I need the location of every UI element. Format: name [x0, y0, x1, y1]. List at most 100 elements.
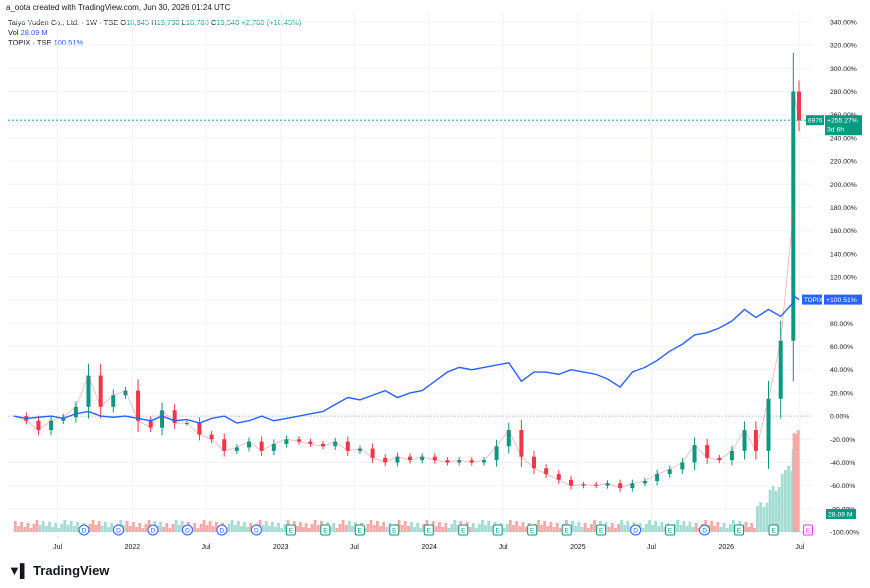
volume-bar — [125, 521, 129, 532]
volume-bar — [366, 524, 370, 532]
volume-bar — [747, 527, 751, 532]
candle-body — [481, 460, 486, 463]
volume-bar — [196, 528, 200, 532]
tradingview-logo[interactable]: ▼▌ TradingView — [8, 563, 109, 578]
volume-bar — [246, 527, 249, 532]
earnings-marker[interactable] — [665, 524, 676, 536]
volume-bar — [131, 522, 135, 532]
earnings-marker[interactable] — [596, 524, 607, 536]
volume-bar — [332, 523, 336, 532]
price-chart[interactable]: 340.00%320.00%300.00%280.00%260.00%240.0… — [0, 0, 870, 560]
y-tick-label: 120.00% — [830, 275, 857, 282]
earnings-marker[interactable] — [492, 524, 503, 536]
earnings-marker[interactable] — [803, 524, 813, 536]
candle-body — [49, 420, 54, 430]
volume-bar — [51, 527, 55, 532]
volume-bar — [787, 466, 790, 532]
volume-bar — [13, 521, 17, 532]
volume-bar — [694, 523, 698, 532]
earnings-marker[interactable] — [389, 524, 400, 536]
candle-body — [395, 456, 400, 463]
volume-bar — [107, 527, 110, 532]
legend-compare-value: 100.51% — [53, 38, 84, 47]
earnings-marker-label: E — [427, 528, 432, 535]
dividend-marker[interactable] — [181, 524, 193, 536]
earnings-marker[interactable] — [423, 524, 434, 536]
earnings-marker[interactable] — [734, 524, 745, 536]
volume-bar — [274, 527, 277, 532]
x-tick-label: Jul — [201, 544, 210, 551]
volume-bar — [162, 527, 166, 532]
volume-bar — [313, 520, 317, 532]
legend-compare-label[interactable]: TOPIX · TSE — [8, 38, 52, 47]
earnings-marker[interactable] — [354, 524, 365, 536]
volume-bar — [682, 521, 686, 532]
volume-bar — [790, 471, 794, 532]
volume-bar — [147, 520, 151, 532]
y-tick-label: -60.00% — [830, 483, 855, 490]
x-tick-label: Jul — [350, 544, 359, 551]
dividend-marker-label: D — [633, 528, 638, 535]
volume-bar — [138, 523, 142, 532]
legend-volume-label[interactable]: Vol — [8, 28, 19, 37]
price-tag-symbol: 6976 — [808, 118, 823, 125]
dividend-marker-label: D — [116, 528, 121, 535]
dividend-marker[interactable] — [147, 524, 159, 536]
volume-bar — [521, 522, 525, 532]
x-tick-label: 2023 — [273, 544, 289, 551]
earnings-marker[interactable] — [285, 524, 296, 536]
candle-body — [469, 460, 474, 463]
stock-close-line — [13, 91, 800, 489]
earnings-marker[interactable] — [527, 524, 538, 536]
volume-bar — [728, 524, 732, 532]
candle-body — [234, 447, 239, 451]
volume-bar — [193, 523, 197, 532]
earnings-marker[interactable] — [768, 524, 779, 536]
candle-body — [123, 390, 128, 396]
dividend-marker[interactable] — [699, 524, 711, 536]
earnings-marker[interactable] — [320, 524, 331, 536]
candle-body — [333, 441, 338, 447]
volume-bar — [762, 507, 766, 532]
volume-bar — [626, 521, 630, 532]
volume-bar — [26, 523, 30, 532]
dividend-marker[interactable] — [78, 524, 90, 536]
candle-body — [271, 443, 276, 451]
volume-bar — [505, 524, 509, 532]
volume-bar — [66, 525, 70, 532]
volume-bar — [438, 522, 441, 532]
chart-credit: a_oota created with TradingView.com, Jun… — [6, 3, 231, 12]
candle-body — [445, 460, 450, 463]
x-tick-label: 2025 — [570, 544, 586, 551]
candle-body — [680, 462, 685, 470]
dividend-marker[interactable] — [630, 524, 642, 536]
candle-body — [222, 439, 227, 451]
volume-bar — [29, 528, 33, 532]
volume-bar — [144, 524, 148, 532]
candle-body — [408, 456, 412, 461]
dividend-marker[interactable] — [216, 524, 228, 536]
x-tick-label: Jul — [647, 544, 656, 551]
dividend-marker[interactable] — [112, 524, 124, 536]
volume-bar — [484, 525, 487, 532]
x-tick-label: 2022 — [125, 544, 141, 551]
volume-bar — [508, 520, 512, 532]
candle-body — [729, 450, 734, 461]
volume-bar — [316, 525, 320, 532]
earnings-marker-label: E — [530, 528, 535, 535]
y-tick-label: 340.00% — [830, 20, 857, 27]
volume-bar — [453, 520, 457, 532]
volume-bar — [110, 523, 114, 532]
dividend-marker[interactable] — [250, 524, 262, 536]
candle-body — [544, 468, 549, 475]
volume-bar — [301, 527, 305, 532]
volume-bar — [171, 524, 175, 532]
volume-bar — [264, 521, 268, 532]
earnings-marker[interactable] — [561, 524, 572, 536]
earnings-marker-label: E — [496, 528, 501, 535]
volume-bar — [375, 521, 379, 532]
earnings-marker[interactable] — [458, 524, 469, 536]
volume-bar — [614, 528, 617, 532]
volume-bar — [205, 525, 209, 532]
volume-bar — [719, 527, 723, 532]
